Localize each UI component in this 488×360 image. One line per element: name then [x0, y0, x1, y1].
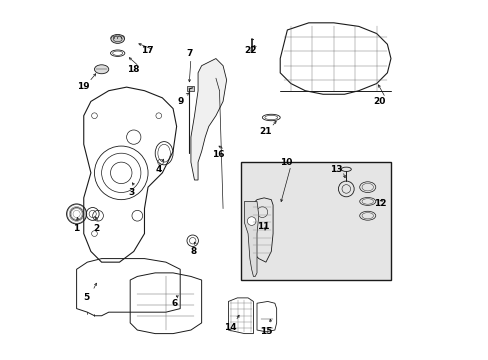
Text: 2: 2 [93, 224, 99, 233]
Text: 8: 8 [190, 247, 197, 256]
Bar [187, 86, 194, 91]
Text: 20: 20 [372, 97, 385, 106]
Text: 12: 12 [373, 199, 386, 208]
Text: 16: 16 [212, 150, 224, 159]
Text: 13: 13 [330, 166, 342, 175]
Text: 5: 5 [83, 293, 90, 302]
Polygon shape [190, 59, 226, 180]
Text: 11: 11 [256, 222, 269, 231]
Text: 15: 15 [259, 327, 272, 336]
Bar [241, 162, 390, 280]
Text: 14: 14 [224, 323, 236, 332]
Text: 21: 21 [259, 127, 271, 136]
Text: 10: 10 [280, 158, 292, 167]
Text: 7: 7 [185, 49, 192, 58]
Ellipse shape [94, 65, 108, 74]
Text: 22: 22 [244, 46, 257, 55]
Text: 19: 19 [77, 82, 89, 91]
Ellipse shape [111, 35, 124, 43]
Circle shape [247, 217, 255, 225]
Text: 3: 3 [128, 188, 135, 197]
Text: 1: 1 [73, 224, 79, 233]
Text: 17: 17 [141, 46, 153, 55]
Text: 4: 4 [155, 165, 162, 174]
Text: 9: 9 [177, 97, 183, 106]
Text: 6: 6 [171, 299, 178, 308]
Polygon shape [244, 202, 258, 276]
Text: 18: 18 [126, 66, 139, 75]
